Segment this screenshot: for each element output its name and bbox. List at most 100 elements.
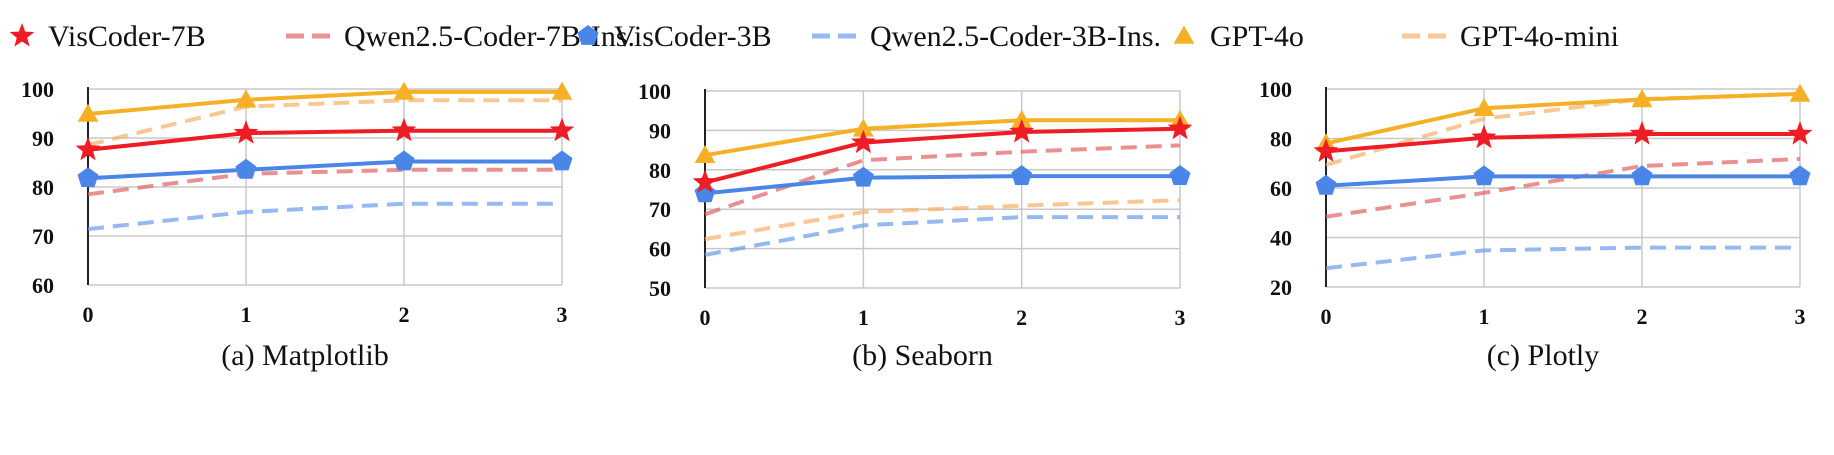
x-tick-label: 1: [858, 305, 869, 330]
data-point: [1631, 89, 1653, 108]
series-line: [704, 215, 1180, 257]
y-tick-label: 60: [649, 237, 671, 262]
series-viscoder-7b: [692, 115, 1193, 193]
legend-item-viscoder-7b: VisCoder-7B: [9, 20, 206, 53]
x-tick-label: 2: [399, 302, 410, 327]
series-line: [704, 198, 1181, 242]
data-point: [1629, 121, 1655, 145]
series-line: [1325, 174, 1800, 188]
series-line: [87, 89, 562, 116]
y-tick-label: 20: [1270, 275, 1292, 300]
grid: [88, 88, 563, 286]
series-line: [87, 98, 562, 147]
series-line: [87, 201, 562, 232]
data-point: [1167, 115, 1193, 140]
data-point: [393, 150, 415, 171]
data-point: [551, 150, 573, 171]
y-tick-label: 100: [21, 77, 54, 102]
legend-label: VisCoder-7B: [48, 20, 206, 53]
legend-item-gpt-4o: GPT-4o: [1173, 20, 1304, 53]
series-gpt-4o: [1315, 83, 1811, 152]
y-tick-label: 50: [649, 276, 671, 301]
data-point: [75, 136, 101, 161]
data-point: [77, 103, 99, 122]
data-point: [1169, 165, 1191, 185]
x-tick-label: 3: [1175, 305, 1186, 330]
series-gpt-4o-mini: [87, 98, 562, 147]
series-line: [87, 167, 562, 197]
series-line: [1325, 245, 1800, 271]
legend-item-viscoder-3b: VisCoder-3B: [577, 20, 772, 53]
chart-caption: (b) Seaborn: [852, 339, 993, 372]
legend-marker: [577, 25, 599, 45]
x-tick-label: 0: [83, 302, 94, 327]
data-point: [852, 166, 874, 187]
data-point: [1789, 83, 1811, 102]
data-point: [551, 81, 573, 100]
data-point: [1471, 124, 1497, 149]
y-tick-label: 80: [649, 158, 671, 183]
legend-item-qwen2-5-coder-3b-ins: Qwen2.5-Coder-3B-Ins.: [812, 20, 1161, 53]
x-tick-label: 2: [1637, 304, 1648, 329]
data-point: [1789, 165, 1811, 186]
x-tick-label: 2: [1016, 305, 1027, 330]
y-tick-label: 40: [1270, 226, 1292, 251]
data-point: [393, 81, 415, 100]
series-viscoder-7b: [75, 117, 575, 161]
data-point: [549, 117, 575, 142]
chart-b-seaborn: 50 60 70 80 90 100 0 1 2 3 (b) Seaborn: [638, 79, 1193, 372]
data-point: [1315, 174, 1337, 195]
data-point: [1011, 110, 1033, 128]
legend-marker: [1173, 25, 1195, 44]
legend-marker: [9, 23, 35, 47]
data-point: [852, 118, 874, 137]
series-line: [1325, 132, 1800, 154]
series-gpt-4o: [694, 110, 1191, 163]
legend-item-gpt-4o-mini: GPT-4o-mini: [1402, 20, 1619, 53]
grid: [1326, 88, 1801, 288]
series-viscoder-7b: [1313, 121, 1813, 162]
y-tick-label: 70: [649, 197, 671, 222]
y-tick-label: 60: [1270, 176, 1292, 201]
x-tick-label: 3: [1795, 304, 1806, 329]
series-line: [87, 159, 562, 181]
chart-a-matplotlib: 60 70 80 90 100 0 1 2 3 (a) Matplotlib: [21, 77, 575, 372]
x-tick-label: 1: [1479, 304, 1490, 329]
chart-c-plotly: 20 40 60 80 100 0 1 2 3 (c) Plotly: [1259, 77, 1813, 372]
y-tick-label: 90: [32, 126, 54, 151]
y-tick-label: 80: [1270, 127, 1292, 152]
data-point: [694, 145, 716, 163]
series-line: [1325, 91, 1801, 146]
data-point: [233, 120, 259, 144]
chart-caption: (a) Matplotlib: [221, 339, 388, 372]
y-tick-label: 70: [32, 224, 54, 249]
data-point: [235, 89, 257, 108]
data-point: [692, 169, 718, 193]
series-gpt-4o: [77, 81, 573, 122]
data-point: [1787, 121, 1813, 145]
y-tick-label: 100: [1259, 77, 1292, 102]
series-gpt-4o-mini: [704, 198, 1181, 242]
chart-caption: (c) Plotly: [1487, 339, 1600, 372]
x-tick-label: 0: [700, 305, 711, 330]
data-point: [1313, 138, 1339, 162]
series-viscoder-3b: [77, 150, 573, 188]
series-line: [704, 174, 1180, 196]
series-line: [1325, 157, 1801, 219]
data-point: [1009, 119, 1034, 143]
data-point: [1011, 165, 1033, 185]
series-qwen2-5-coder-7b-ins: [87, 167, 562, 197]
legend-label: Qwen2.5-Coder-3B-Ins.: [870, 20, 1161, 53]
legend-label: VisCoder-3B: [614, 20, 772, 53]
x-tick-label: 1: [241, 302, 252, 327]
legend-label: GPT-4o-mini: [1460, 20, 1619, 53]
legend-label: GPT-4o: [1210, 20, 1304, 53]
data-point: [851, 129, 876, 154]
series-qwen2-5-coder-3b-ins: [704, 215, 1180, 257]
series-line: [704, 118, 1180, 158]
series-viscoder-3b: [1315, 165, 1811, 195]
data-point: [77, 167, 99, 188]
y-tick-label: 60: [32, 273, 54, 298]
series-qwen2-5-coder-3b-ins: [87, 201, 562, 232]
